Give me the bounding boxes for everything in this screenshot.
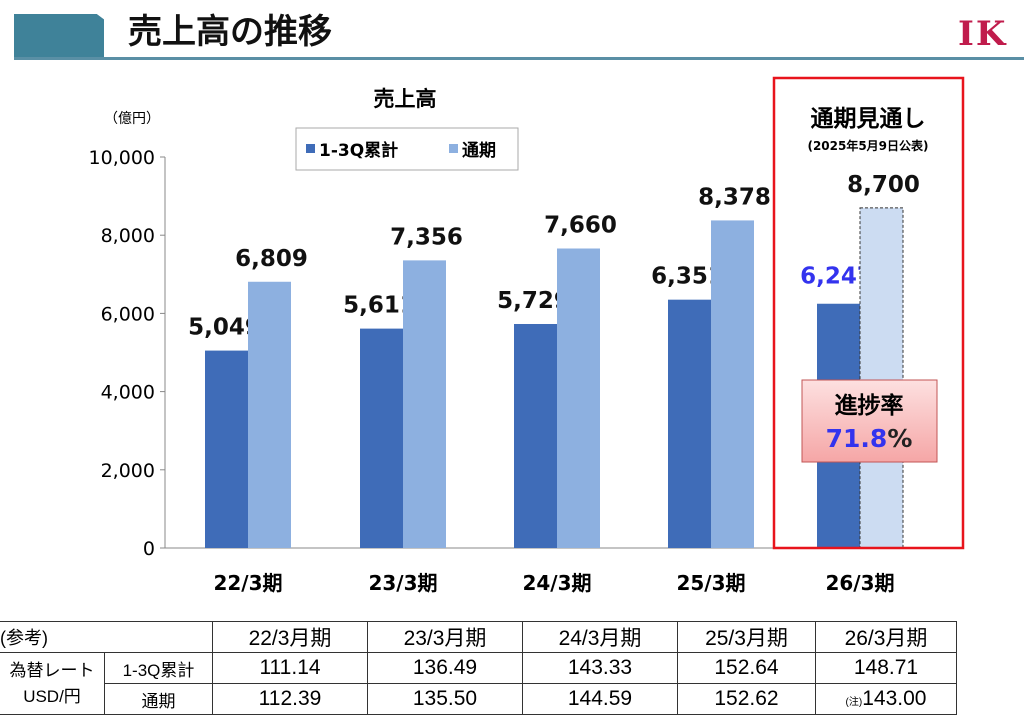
page-title: 売上高の推移 bbox=[128, 12, 332, 52]
legend-label-1-3q: 1-3Q累計 bbox=[319, 140, 398, 161]
exchange-rate-table: (参考) 22/3月期 23/3月期 24/3月期 25/3月期 26/3月期 … bbox=[0, 621, 957, 715]
bar-forecast bbox=[859, 207, 904, 549]
table-cell: 148.71 bbox=[815, 652, 957, 684]
bar-1-3q bbox=[205, 350, 248, 548]
table-cell: 136.49 bbox=[367, 652, 523, 684]
forecast-announce-date: (2025年5月9日公表) bbox=[807, 138, 928, 153]
data-label: 7,356 bbox=[390, 224, 463, 250]
table-header: 24/3月期 bbox=[522, 621, 678, 653]
x-tick-label: 24/3期 bbox=[522, 571, 591, 595]
x-tick-label: 22/3期 bbox=[213, 571, 282, 595]
table-cell: 152.62 bbox=[677, 683, 816, 715]
progress-rate-unit: % bbox=[887, 424, 912, 453]
table-header: 23/3月期 bbox=[367, 621, 523, 653]
row-group-label: 為替レート USD/円 bbox=[0, 652, 105, 715]
table-header: 22/3月期 bbox=[212, 621, 368, 653]
y-tick-label: 8,000 bbox=[101, 225, 155, 247]
row-label: 通期 bbox=[104, 683, 213, 715]
legend-label-full-year: 通期 bbox=[462, 141, 496, 161]
forecast-highlight-box bbox=[772, 76, 965, 550]
table-cell: (注)143.00 bbox=[815, 683, 957, 715]
bar-full-year bbox=[403, 260, 446, 548]
table-cell: 135.50 bbox=[367, 683, 523, 715]
chart-title: 売上高 bbox=[374, 87, 437, 111]
company-logo: IK bbox=[958, 14, 1008, 54]
table-cell: 143.33 bbox=[522, 652, 678, 684]
table-cell-value: 143.00 bbox=[862, 687, 927, 710]
table-header: 26/3月期 bbox=[815, 621, 957, 653]
legend-swatch-1-3q bbox=[306, 144, 315, 153]
row-group-label-line2: USD/円 bbox=[23, 686, 81, 706]
table-row: 通期 112.39 135.50 144.59 152.62 (注)143.00 bbox=[0, 683, 957, 715]
progress-rate-label: 進捗率 bbox=[835, 392, 904, 419]
y-axis-unit: （億円） bbox=[104, 111, 160, 127]
legend-box bbox=[295, 127, 519, 171]
row-label: 1-3Q累計 bbox=[104, 652, 213, 684]
x-tick-label: 23/3期 bbox=[368, 571, 437, 595]
bar-full-year bbox=[711, 220, 754, 548]
svg-text:71.8%: 71.8% bbox=[826, 424, 913, 453]
footnote-marker: (注) bbox=[845, 697, 863, 708]
progress-rate-callout: 進捗率 71.8% bbox=[801, 379, 938, 463]
y-tick-label: 0 bbox=[143, 538, 155, 560]
table-cell: 112.39 bbox=[212, 683, 368, 715]
progress-rate-value: 71.8 bbox=[826, 424, 888, 453]
data-label: 8,378 bbox=[698, 184, 771, 210]
y-tick-label: 10,000 bbox=[89, 147, 155, 169]
data-label: 7,660 bbox=[544, 212, 617, 238]
progress-rate-box bbox=[801, 379, 938, 463]
bar-1-3q bbox=[668, 299, 711, 548]
table-cell: 111.14 bbox=[212, 652, 368, 684]
header-divider bbox=[14, 57, 1024, 60]
bar-full-year bbox=[248, 281, 291, 548]
sales-chart: 売上高 （億円） 1-3Q累計 通期 0 2,000 4,000 6,000 8,000… bbox=[89, 76, 965, 595]
table-header: 25/3月期 bbox=[677, 621, 816, 653]
y-tick-label: 2,000 bbox=[101, 460, 155, 482]
forecast-title: 通期見通し bbox=[811, 106, 926, 132]
x-tick-label: 25/3期 bbox=[676, 571, 745, 595]
legend-swatch-full-year bbox=[449, 144, 458, 153]
bar-1-3q bbox=[360, 328, 403, 548]
x-tick-label: 26/3期 bbox=[825, 571, 894, 595]
table-corner: (参考) bbox=[0, 621, 213, 653]
y-tick-label: 6,000 bbox=[101, 303, 155, 325]
table-header-row: (参考) 22/3月期 23/3月期 24/3月期 25/3月期 26/3月期 bbox=[0, 621, 957, 653]
header-accent-block bbox=[14, 14, 104, 59]
bar-full-year bbox=[557, 248, 600, 548]
table-row: 為替レート USD/円 1-3Q累計 111.14 136.49 143.33 1… bbox=[0, 652, 957, 715]
table-cell: 144.59 bbox=[522, 683, 678, 715]
data-label: 8,700 bbox=[847, 172, 920, 198]
bar-1-3q bbox=[514, 323, 557, 548]
data-label: 6,809 bbox=[235, 246, 308, 272]
row-group-label-line1: 為替レート bbox=[9, 660, 95, 680]
table-cell: 152.64 bbox=[677, 652, 816, 684]
y-tick-label: 4,000 bbox=[101, 382, 155, 404]
